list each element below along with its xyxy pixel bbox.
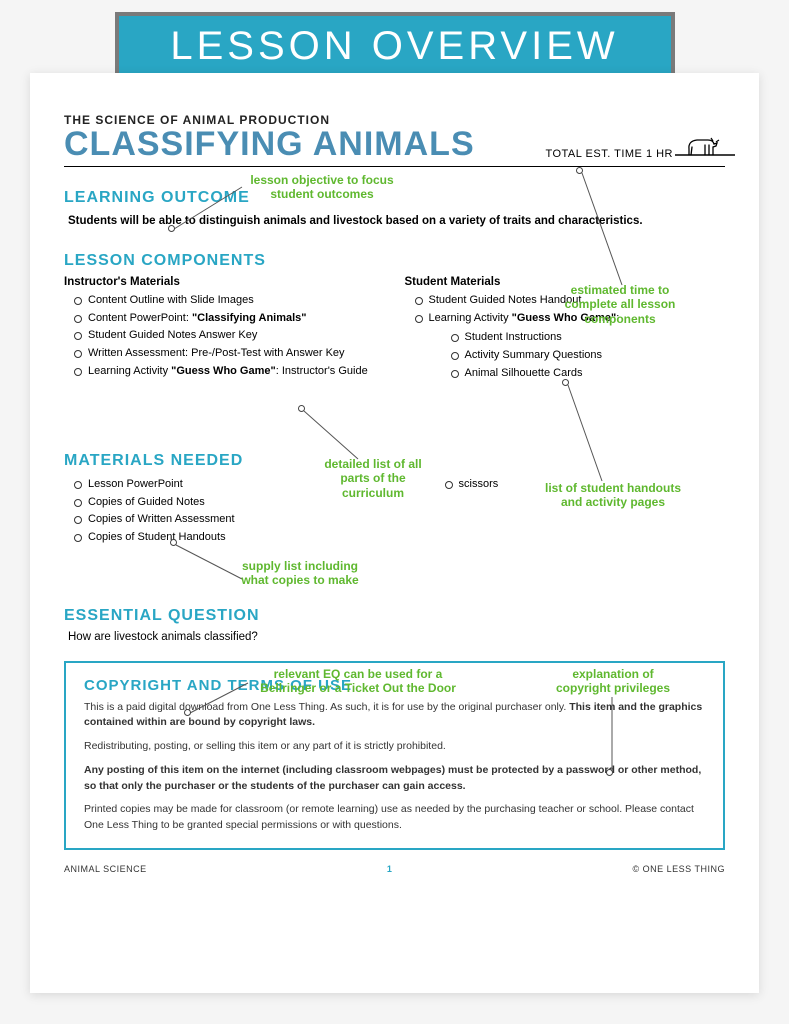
banner-text: LESSON OVERVIEW: [119, 24, 671, 69]
page-footer: ANIMAL SCIENCE 1 © ONE LESS THING: [64, 864, 725, 874]
time-estimate: TOTAL EST. TIME 1 HR: [545, 148, 725, 164]
list-item: Content PowerPoint: "Classifying Animals…: [72, 310, 385, 328]
annot-dot: [184, 709, 191, 716]
page-title: CLASSIFYING ANIMALS: [64, 125, 475, 164]
list-item: Animal Silhouette Cards: [449, 365, 726, 383]
annot-objective: lesson objective to focus student outcom…: [242, 173, 402, 202]
instructor-head: Instructor's Materials: [64, 276, 385, 288]
eq-text: How are livestock animals classified?: [64, 631, 725, 643]
annot-handouts: list of student handouts and activity pa…: [538, 481, 688, 510]
learning-outcome-text: Students will be able to distinguish ani…: [64, 213, 725, 230]
list-item: Activity Summary Questions: [449, 347, 726, 365]
list-item: Content Outline with Slide Images: [72, 292, 385, 310]
annot-supply: supply list including what copies to mak…: [240, 559, 360, 588]
footer-left: ANIMAL SCIENCE: [64, 864, 147, 874]
materials-right: scissors: [435, 476, 499, 546]
materials-left: Lesson PowerPoint Copies of Guided Notes…: [64, 476, 235, 546]
cow-icon: [675, 131, 735, 164]
annot-curriculum: detailed list of all parts of the curric…: [318, 457, 428, 500]
annot-dot: [298, 405, 305, 412]
copyright-p3: Any posting of this item on the internet…: [84, 763, 705, 795]
annot-dot: [576, 167, 583, 174]
lesson-components-head: LESSON COMPONENTS: [64, 252, 725, 270]
annot-eq: relevant EQ can be used for a Bellringer…: [248, 667, 468, 696]
banner: LESSON OVERVIEW: [115, 12, 675, 81]
annot-time: estimated time to complete all lesson co…: [550, 283, 690, 326]
list-item: Student Instructions: [449, 329, 726, 347]
list-item: Written Assessment: Pre-/Post-Test with …: [72, 345, 385, 363]
annot-dot: [606, 769, 613, 776]
list-item: Lesson PowerPoint: [72, 476, 235, 494]
instructor-list: Content Outline with Slide Images Conten…: [64, 292, 385, 380]
list-item: Learning Activity "Guess Who Game": Inst…: [72, 363, 385, 381]
list-item: Copies of Written Assessment: [72, 511, 235, 529]
instructor-col: Instructor's Materials Content Outline w…: [64, 276, 385, 382]
time-label: TOTAL EST. TIME 1 HR: [545, 148, 673, 160]
list-item: Student Guided Notes Answer Key: [72, 327, 385, 345]
annot-dot: [170, 539, 177, 546]
copyright-p2: Redistributing, posting, or selling this…: [84, 739, 705, 755]
copyright-p4: Printed copies may be made for classroom…: [84, 802, 705, 834]
annot-dot: [562, 379, 569, 386]
lesson-page: THE SCIENCE OF ANIMAL PRODUCTION CLASSIF…: [30, 73, 759, 993]
list-item: scissors: [443, 476, 499, 494]
title-row: CLASSIFYING ANIMALS TOTAL EST. TIME 1 HR: [64, 127, 725, 167]
list-item: Copies of Guided Notes: [72, 494, 235, 512]
copyright-p1: This is a paid digital download from One…: [84, 700, 705, 732]
eq-head: ESSENTIAL QUESTION: [64, 607, 725, 625]
list-item: Copies of Student Handouts: [72, 529, 235, 547]
annot-dot: [168, 225, 175, 232]
footer-page: 1: [387, 864, 393, 874]
annot-copyright: explanation of copyright privileges: [548, 667, 678, 696]
footer-right: © ONE LESS THING: [632, 864, 725, 874]
